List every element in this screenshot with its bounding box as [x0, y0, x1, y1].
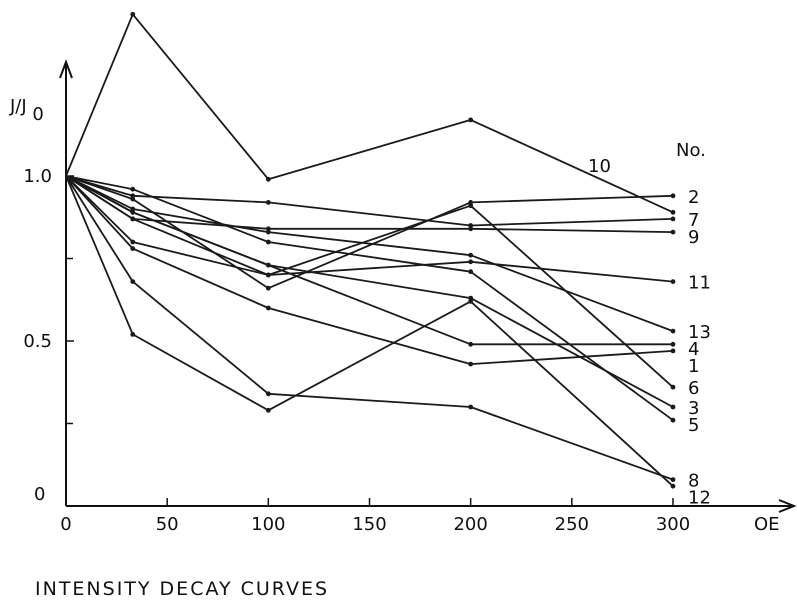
- data-point-6: [670, 384, 676, 390]
- series-line-1: [65, 175, 674, 366]
- data-point-13: [130, 206, 136, 212]
- data-point-10: [130, 11, 136, 17]
- data-point-11: [130, 239, 136, 245]
- data-point-5: [130, 186, 136, 192]
- series-label-9: 9: [688, 227, 699, 248]
- series-label-7: 7: [688, 210, 699, 231]
- data-point-8: [265, 391, 271, 397]
- series-label-1: 1: [688, 356, 699, 377]
- data-point-9: [468, 226, 474, 232]
- data-point-9: [670, 229, 676, 235]
- data-point-11: [265, 272, 271, 278]
- data-point-5: [670, 417, 676, 423]
- data-point-11: [670, 279, 676, 284]
- x-tick-label: 50: [156, 514, 179, 535]
- data-point-6: [468, 203, 474, 209]
- data-point-7: [130, 193, 136, 199]
- data-point-10: [265, 176, 271, 182]
- data-point-8: [130, 279, 136, 284]
- x-axis-label: OE: [754, 514, 780, 535]
- y-axis-label-subscript: 0: [32, 104, 43, 125]
- data-point-4: [130, 209, 136, 215]
- data-point-8: [468, 404, 474, 410]
- data-point-9: [130, 216, 136, 222]
- y-tick-label: 1.0: [23, 166, 52, 187]
- series-line-2: [65, 175, 674, 290]
- data-point-4: [670, 341, 676, 347]
- data-point-13: [670, 328, 676, 334]
- series-line-7: [65, 175, 674, 227]
- series-label-5: 5: [688, 415, 699, 436]
- data-point-1: [468, 361, 474, 367]
- x-tick-label: 300: [656, 514, 690, 535]
- series-label-8: 8: [688, 471, 699, 492]
- data-point-9: [265, 226, 271, 232]
- data-point-3: [468, 295, 474, 301]
- x-tick-label: 200: [453, 514, 487, 535]
- y-axis-label: J/J 0: [9, 96, 44, 125]
- y-ticks: 0 0.5 1.0: [23, 166, 74, 505]
- data-point-8: [670, 477, 676, 482]
- data-point-5: [265, 239, 271, 245]
- x-tick-label: 100: [251, 514, 285, 535]
- data-point-12: [130, 332, 136, 337]
- series-line-3: [65, 175, 674, 408]
- legend-title: No.: [676, 140, 706, 161]
- x-tick-label: 150: [352, 514, 386, 535]
- data-point-3: [670, 404, 676, 410]
- data-point-7: [265, 200, 271, 205]
- series-line-9: [65, 175, 674, 233]
- series-label-12: 12: [688, 488, 711, 509]
- y-tick-label: 0.5: [23, 331, 52, 352]
- data-point-2: [130, 196, 136, 202]
- series-label-4: 4: [688, 339, 699, 360]
- x-ticks: 0 50 100 150 200 250 300: [60, 498, 690, 535]
- x-tick-label: 0: [60, 514, 71, 535]
- series-label-6: 6: [688, 378, 699, 399]
- series-label-10: 10: [588, 156, 611, 177]
- axes: [59, 59, 797, 513]
- data-point-11: [468, 259, 474, 265]
- data-point-2: [265, 285, 271, 291]
- x-tick-label: 250: [555, 514, 589, 535]
- data-point-1: [130, 246, 136, 252]
- data-point-1: [265, 305, 271, 311]
- series-line-10: [65, 13, 674, 214]
- y-tick-label: 0: [34, 484, 45, 505]
- data-point-7: [670, 216, 676, 222]
- data-point-4: [265, 262, 271, 268]
- series-label-11: 11: [688, 273, 711, 294]
- data-point-2: [468, 200, 474, 205]
- data-point-2: [670, 193, 676, 199]
- x-axis-arrow: [778, 499, 797, 513]
- data-point-12: [670, 483, 676, 489]
- series-label-13: 13: [688, 322, 711, 343]
- data-point-7: [468, 223, 474, 228]
- data-point-12: [265, 407, 271, 413]
- chart-caption: INTENSITY DECAY CURVES: [35, 578, 330, 600]
- data-point-13: [265, 229, 271, 235]
- series-label-3: 3: [688, 398, 699, 419]
- data-point-5: [468, 269, 474, 275]
- data-point-10: [670, 209, 676, 215]
- y-axis-arrow: [59, 59, 73, 79]
- data-point-10: [468, 117, 474, 123]
- data-point-13: [468, 252, 474, 258]
- data-point-12: [468, 299, 474, 304]
- data-point-1: [670, 348, 676, 354]
- data-point-4: [468, 341, 474, 347]
- series-group: [65, 11, 676, 489]
- series-label-2: 2: [688, 187, 699, 208]
